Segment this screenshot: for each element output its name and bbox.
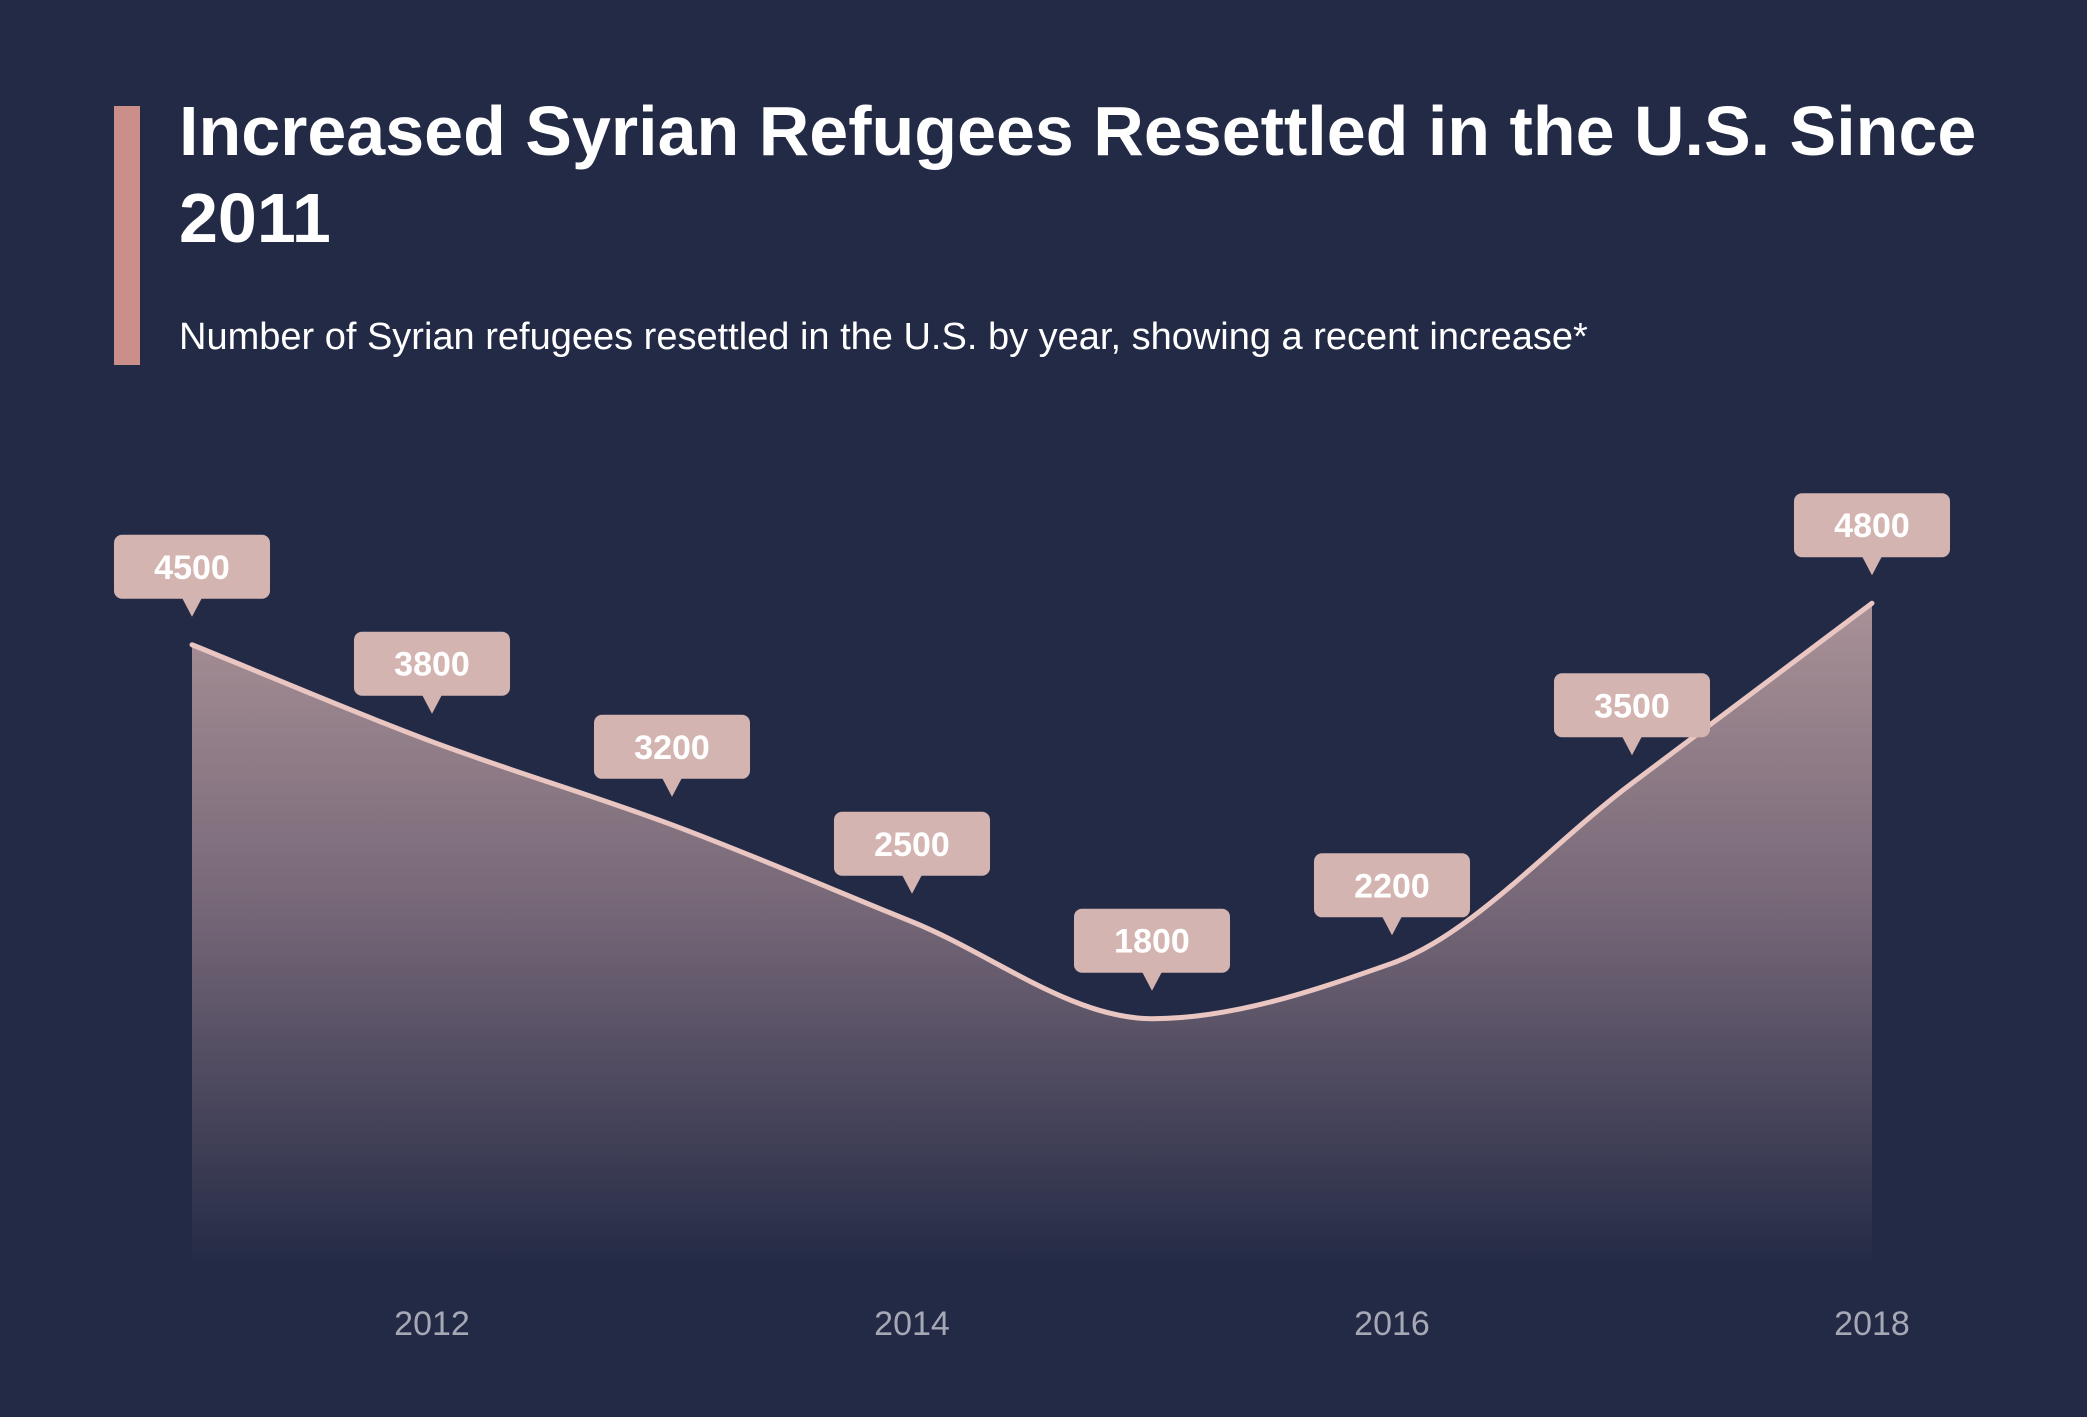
data-label-pointer xyxy=(1382,916,1402,936)
chart-title: Increased Syrian Refugees Resettled in t… xyxy=(179,92,1977,257)
data-label: 2200 xyxy=(1314,853,1470,936)
data-label: 3200 xyxy=(594,714,750,797)
data-label-text: 3500 xyxy=(1594,687,1670,725)
data-label-box xyxy=(354,631,510,696)
data-label-pointer xyxy=(1862,556,1882,576)
data-label-box xyxy=(1074,908,1230,973)
data-label: 3800 xyxy=(354,631,510,714)
title-accent-bar xyxy=(114,106,140,365)
data-label-text: 1800 xyxy=(1114,923,1190,961)
data-label-text: 3800 xyxy=(394,646,470,684)
data-label-box xyxy=(594,714,750,779)
data-label-box xyxy=(114,534,270,599)
data-label: 4500 xyxy=(114,534,270,617)
data-label-text: 2200 xyxy=(1354,867,1430,905)
x-tick-label: 2016 xyxy=(1354,1305,1430,1343)
data-label-text: 2500 xyxy=(874,826,950,864)
data-label-box xyxy=(834,811,990,876)
data-label: 4800 xyxy=(1794,493,1950,576)
data-label-pointer xyxy=(902,874,922,894)
data-label: 2500 xyxy=(834,811,990,894)
data-label-pointer xyxy=(422,694,442,714)
data-label-box xyxy=(1314,853,1470,918)
x-tick-label: 2018 xyxy=(1834,1305,1910,1343)
area-fill xyxy=(192,603,1872,1268)
data-label-text: 4500 xyxy=(154,549,230,587)
data-label-text: 3200 xyxy=(634,729,710,767)
series-line xyxy=(189,600,1875,1022)
data-label-box xyxy=(1794,493,1950,558)
data-label: 1800 xyxy=(1074,908,1230,991)
x-tick-label: 2014 xyxy=(874,1305,950,1343)
data-label-text: 4800 xyxy=(1834,507,1910,545)
data-label-pointer xyxy=(1622,736,1642,756)
data-label-pointer xyxy=(182,597,202,617)
data-label-pointer xyxy=(662,777,682,797)
chart-subtitle: Number of Syrian refugees resettled in t… xyxy=(179,316,1588,358)
data-label-box xyxy=(1554,673,1710,738)
data-label: 3500 xyxy=(1554,673,1710,756)
data-label-pointer xyxy=(1142,971,1162,991)
x-tick-label: 2012 xyxy=(394,1305,470,1343)
